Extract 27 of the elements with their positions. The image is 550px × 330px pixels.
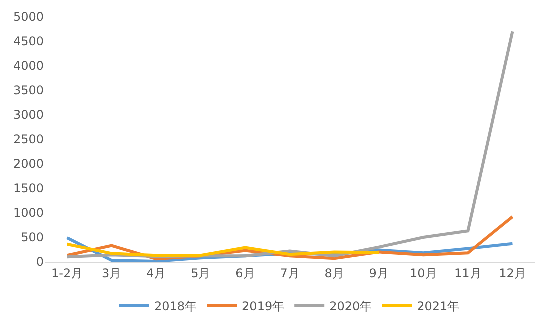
x-tick-label: 7月 — [280, 266, 300, 280]
x-tick-label: 3月 — [102, 266, 122, 280]
x-tick-label: 6月 — [236, 266, 256, 280]
x-tick-label: 8月 — [324, 266, 344, 280]
y-tick-label: 3000 — [13, 108, 44, 122]
x-tick-label: 5月 — [191, 266, 211, 280]
y-tick-label: 2000 — [13, 157, 44, 172]
y-tick-label: 2500 — [13, 132, 44, 147]
legend-label: 2018年 — [154, 300, 198, 314]
x-tick-label: 10月 — [410, 266, 438, 280]
y-tick-label: 3500 — [13, 84, 44, 98]
line-series — [66, 242, 381, 258]
x-tick-label: 1-2月 — [51, 266, 84, 280]
x-tick-label: 12月 — [499, 266, 526, 280]
x-tick-label: 4月 — [146, 266, 166, 280]
y-tick-label: 0 — [36, 255, 44, 270]
y-tick-label: 4500 — [13, 34, 44, 49]
y-tick-label: 1000 — [13, 206, 44, 220]
legend-label: 2019年 — [242, 300, 285, 314]
x-tick-label: 9月 — [369, 266, 389, 280]
y-tick-label: 4000 — [13, 59, 44, 74]
legend-label: 2020年 — [330, 300, 372, 314]
x-tick-label: 11月 — [454, 266, 482, 280]
y-tick-label: 500 — [21, 230, 44, 245]
legend-label: 2021年 — [417, 300, 460, 314]
y-tick-label: 1500 — [13, 182, 44, 196]
y-tick-label: 5000 — [13, 10, 44, 24]
